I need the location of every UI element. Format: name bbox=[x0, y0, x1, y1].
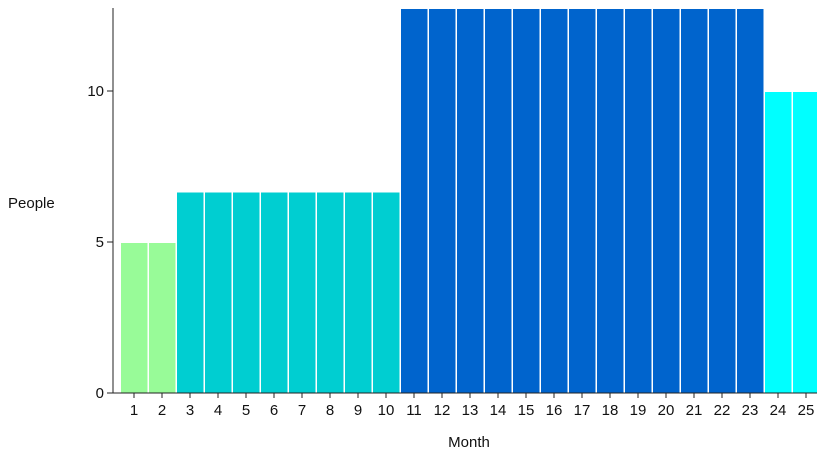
bar-month-19 bbox=[623, 7, 653, 394]
bar-month-10 bbox=[371, 190, 401, 394]
x-tick-label: 23 bbox=[742, 402, 759, 419]
bar-month-11 bbox=[399, 7, 429, 394]
bar-month-18 bbox=[595, 7, 625, 394]
bar-month-16 bbox=[539, 7, 569, 394]
bar-month-24 bbox=[763, 90, 793, 394]
bar-month-17 bbox=[567, 7, 597, 394]
bar-month-14 bbox=[483, 7, 513, 394]
y-tick-label: 5 bbox=[96, 234, 104, 251]
y-axis-title: People bbox=[8, 195, 55, 212]
bar-month-25 bbox=[791, 90, 817, 394]
bar-month-7 bbox=[287, 190, 317, 394]
bar-month-13 bbox=[455, 7, 485, 394]
x-tick-label: 18 bbox=[602, 402, 619, 419]
x-tick-label: 5 bbox=[242, 402, 250, 419]
bar-month-1 bbox=[119, 241, 149, 394]
x-tick-label: 13 bbox=[462, 402, 479, 419]
bar-month-12 bbox=[427, 7, 457, 394]
x-tick-label: 21 bbox=[686, 402, 703, 419]
x-tick-label: 8 bbox=[326, 402, 334, 419]
bar-month-5 bbox=[231, 190, 261, 394]
x-tick-label: 10 bbox=[378, 402, 395, 419]
x-tick-label: 1 bbox=[130, 402, 138, 419]
y-axis-ticks: 0 5 10 bbox=[87, 83, 113, 402]
bar-month-3 bbox=[175, 190, 205, 394]
bars-group bbox=[119, 7, 817, 394]
x-tick-label: 25 bbox=[798, 402, 815, 419]
x-tick-label: 22 bbox=[714, 402, 731, 419]
x-tick-label: 2 bbox=[158, 402, 166, 419]
bar-month-2 bbox=[147, 241, 177, 394]
x-tick-label: 12 bbox=[434, 402, 451, 419]
x-axis-ticks: 1 2 3 4 5 6 7 8 9 10 11 12 13 14 15 16 17 18 19 20 21 22 23 24 2… bbox=[130, 393, 815, 419]
x-axis-title: Month bbox=[448, 434, 490, 451]
x-tick-label: 19 bbox=[630, 402, 647, 419]
x-tick-label: 15 bbox=[518, 402, 535, 419]
x-tick-label: 4 bbox=[214, 402, 222, 419]
x-tick-label: 20 bbox=[658, 402, 675, 419]
bar-month-9 bbox=[343, 190, 373, 394]
x-tick-label: 11 bbox=[406, 402, 422, 419]
x-tick-label: 3 bbox=[186, 402, 194, 419]
bar-month-15 bbox=[511, 7, 541, 394]
x-tick-label: 6 bbox=[270, 402, 278, 419]
bar-month-21 bbox=[679, 7, 709, 394]
x-tick-label: 7 bbox=[298, 402, 306, 419]
x-tick-label: 24 bbox=[770, 402, 787, 419]
x-tick-label: 14 bbox=[490, 402, 507, 419]
y-tick-label: 0 bbox=[96, 385, 104, 402]
x-tick-label: 9 bbox=[354, 402, 362, 419]
y-tick-label: 10 bbox=[87, 83, 104, 100]
x-tick-label: 16 bbox=[546, 402, 563, 419]
bar-month-6 bbox=[259, 190, 289, 394]
bar-month-23 bbox=[735, 7, 765, 394]
bar-month-4 bbox=[203, 190, 233, 394]
bar-month-8 bbox=[315, 190, 345, 394]
bar-month-22 bbox=[707, 7, 737, 394]
bar-month-20 bbox=[651, 7, 681, 394]
x-tick-label: 17 bbox=[574, 402, 591, 419]
